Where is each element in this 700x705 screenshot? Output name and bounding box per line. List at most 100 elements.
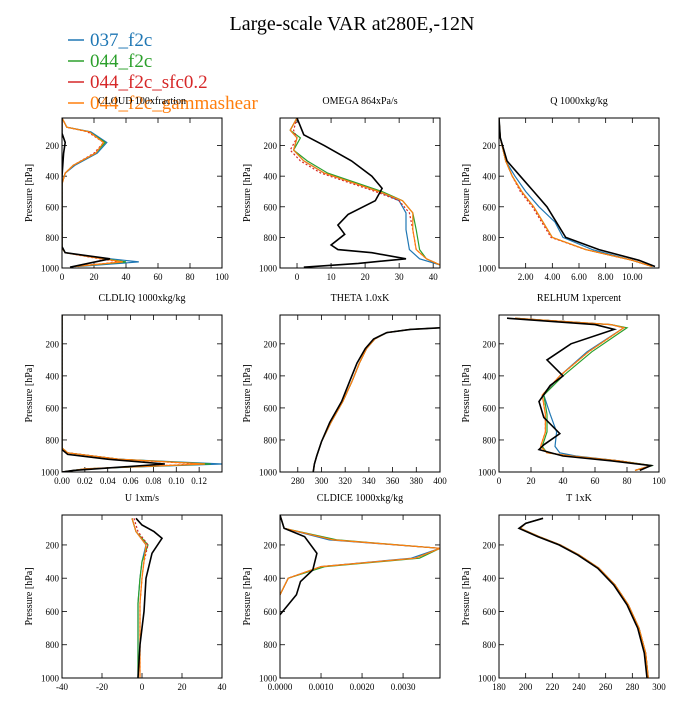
series-line [280, 515, 440, 596]
series-line [312, 327, 440, 472]
y-tick-label: 600 [46, 403, 60, 413]
series-line [280, 515, 440, 596]
y-tick-label: 200 [483, 339, 497, 349]
x-tick-label: 280 [626, 682, 640, 692]
x-tick-label: 0.12 [191, 476, 207, 486]
x-tick-label: -40 [56, 682, 68, 692]
y-tick-label: 400 [483, 574, 497, 584]
x-tick-label: 40 [122, 272, 132, 282]
panel-title: THETA 1.0xK [331, 293, 390, 304]
x-tick-label: 20 [527, 476, 537, 486]
x-tick-label: 0 [295, 272, 300, 282]
y-tick-label: 600 [46, 607, 60, 617]
x-tick-label: 320 [338, 476, 352, 486]
y-axis-label: Pressure [hPa] [24, 164, 35, 222]
series-line [62, 118, 127, 268]
x-tick-label: 200 [519, 682, 533, 692]
y-tick-label: 400 [46, 371, 60, 381]
x-tick-label: 360 [386, 476, 400, 486]
series-line-reference [62, 118, 111, 268]
legend: 037_f2c044_f2c044_f2c_sfc0.2044_f2c_gamm… [68, 30, 258, 114]
y-tick-label: 1000 [478, 264, 497, 274]
x-tick-label: 40 [218, 682, 228, 692]
y-tick-label: 200 [46, 339, 60, 349]
x-tick-label: 220 [546, 682, 560, 692]
x-tick-label: 40 [559, 476, 569, 486]
plot-frame [498, 117, 660, 269]
x-tick-label: 380 [410, 476, 424, 486]
series-line [312, 327, 440, 472]
x-tick-label: 6.00 [571, 272, 587, 282]
x-tick-label: 280 [291, 476, 305, 486]
y-tick-label: 1000 [41, 674, 60, 684]
y-tick-label: 1000 [478, 468, 497, 478]
y-tick-label: 200 [264, 339, 278, 349]
x-tick-label: 400 [433, 476, 447, 486]
series-line [514, 317, 652, 471]
plot-frame [498, 314, 660, 473]
x-tick-label: 0.0010 [309, 682, 334, 692]
y-axis-label: Pressure [hPa] [242, 164, 253, 222]
series-line [312, 327, 440, 472]
series-line [280, 515, 440, 596]
x-tick-label: 100 [215, 272, 229, 282]
y-axis-label: Pressure [hPa] [24, 567, 35, 625]
y-tick-label: 1000 [259, 674, 278, 684]
x-tick-label: 0.08 [146, 476, 162, 486]
plot-frame [61, 314, 223, 473]
panel-title: CLDLIQ 1000xkg/kg [99, 293, 186, 304]
series-line [62, 315, 205, 472]
series-line [499, 118, 653, 268]
series-line [289, 118, 440, 266]
y-tick-label: 400 [46, 172, 60, 182]
y-axis-label: Pressure [hPa] [24, 364, 35, 422]
x-tick-label: 4.00 [544, 272, 560, 282]
y-tick-label: 1000 [41, 264, 60, 274]
x-tick-label: 40 [429, 272, 439, 282]
y-tick-label: 800 [483, 233, 497, 243]
x-tick-label: 30 [395, 272, 405, 282]
legend-label: 044_f2c [90, 51, 152, 72]
x-tick-label: 0.0030 [391, 682, 416, 692]
panel-title: T 1xK [566, 493, 592, 504]
series-line [519, 517, 649, 678]
panel-title: RELHUM 1xpercent [537, 293, 621, 304]
x-tick-label: 80 [186, 272, 196, 282]
y-tick-label: 400 [483, 371, 497, 381]
y-tick-label: 800 [46, 233, 60, 243]
x-tick-label: 10 [327, 272, 337, 282]
x-tick-label: 20 [361, 272, 371, 282]
panel: CLDICE 1000xkg/kg Pressure [hPa] 200 400 600… [242, 493, 441, 692]
panel-title: CLDICE 1000xkg/kg [317, 493, 403, 504]
x-tick-label: 0.02 [77, 476, 93, 486]
y-tick-label: 600 [264, 607, 278, 617]
y-tick-label: 400 [264, 574, 278, 584]
series-line-reference [135, 517, 164, 678]
x-tick-label: 0.00 [54, 476, 70, 486]
x-tick-label: 60 [154, 272, 164, 282]
series-line [289, 118, 440, 266]
plot-frame [279, 117, 441, 269]
x-tick-label: 300 [315, 476, 329, 486]
series-line [62, 118, 123, 268]
x-tick-label: 80 [623, 476, 633, 486]
panel-title: CLOUD 100xfraction [98, 96, 186, 107]
x-tick-label: 0 [140, 682, 145, 692]
y-tick-label: 1000 [478, 674, 497, 684]
series-line [519, 517, 649, 678]
series-line-reference [62, 315, 165, 472]
panel: THETA 1.0xK Pressure [hPa] 200 400 600 800 100… [242, 293, 447, 486]
panel: Q 1000xkg/kg Pressure [hPa] 200 400 600 800 10… [461, 96, 660, 282]
series-line [62, 315, 222, 472]
y-tick-label: 400 [46, 574, 60, 584]
y-tick-label: 600 [264, 202, 278, 212]
panel: CLDLIQ 1000xkg/kg Pressure [hPa] 200 400 600… [24, 293, 223, 486]
x-tick-label: 340 [362, 476, 376, 486]
series-line-reference [280, 515, 318, 616]
series-line [519, 517, 649, 678]
y-tick-label: 400 [264, 172, 278, 182]
